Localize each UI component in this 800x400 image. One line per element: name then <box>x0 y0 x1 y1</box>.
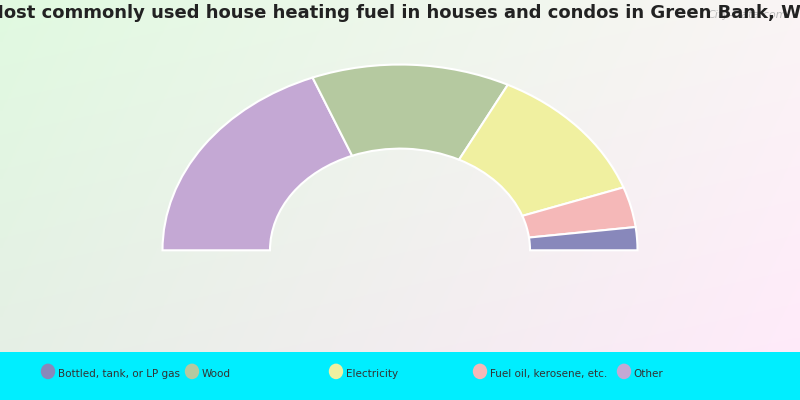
Ellipse shape <box>329 364 343 379</box>
Wedge shape <box>459 85 623 216</box>
Text: Fuel oil, kerosene, etc.: Fuel oil, kerosene, etc. <box>490 369 607 379</box>
Wedge shape <box>529 227 638 250</box>
Wedge shape <box>522 187 636 238</box>
Text: Other: Other <box>634 369 663 379</box>
Text: Electricity: Electricity <box>346 369 398 379</box>
Wedge shape <box>162 78 352 250</box>
Ellipse shape <box>473 364 487 379</box>
Ellipse shape <box>185 364 199 379</box>
Wedge shape <box>313 64 508 160</box>
Text: Wood: Wood <box>202 369 230 379</box>
Text: City-Data.com: City-Data.com <box>708 10 787 20</box>
Ellipse shape <box>617 364 631 379</box>
Text: Most commonly used house heating fuel in houses and condos in Green Bank, WV: Most commonly used house heating fuel in… <box>0 4 800 22</box>
Ellipse shape <box>41 364 55 379</box>
Text: Bottled, tank, or LP gas: Bottled, tank, or LP gas <box>58 369 179 379</box>
